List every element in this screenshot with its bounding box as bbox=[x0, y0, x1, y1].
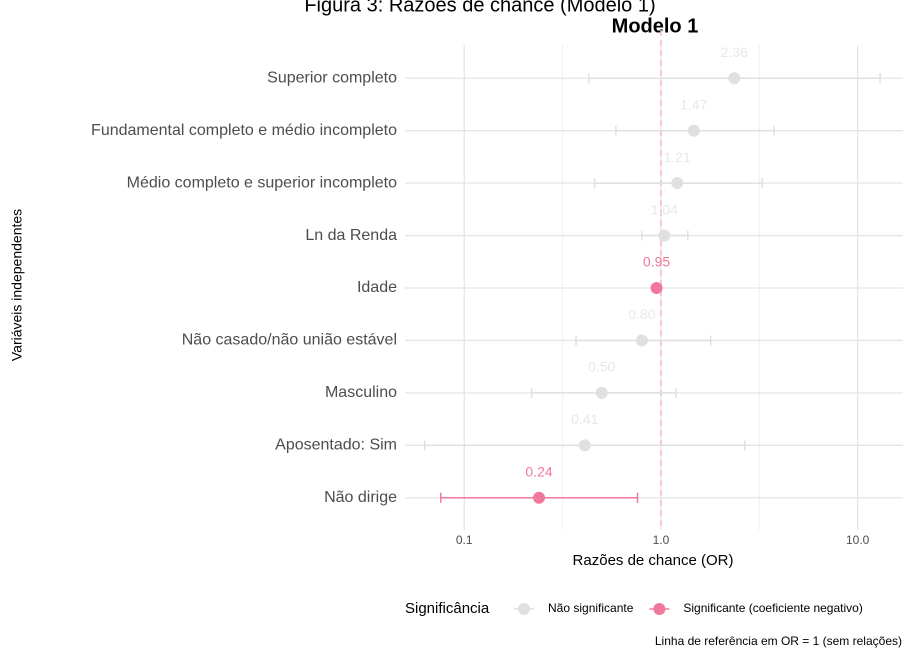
y-axis-label: Variáveis independentes bbox=[9, 209, 25, 361]
y-tick-label: Masculino bbox=[325, 384, 397, 401]
chart-title: Figura 3: Razões de chance (Modelo 1) bbox=[304, 0, 655, 16]
value-label: 0.41 bbox=[571, 411, 598, 427]
caption: Linha de referência em OR = 1 (sem relaç… bbox=[655, 634, 902, 648]
value-label: 1.47 bbox=[680, 96, 707, 112]
point bbox=[658, 229, 671, 242]
value-label: 1.04 bbox=[651, 201, 678, 217]
point bbox=[687, 124, 700, 137]
y-tick-label: Ln da Renda bbox=[305, 227, 397, 244]
value-label: 0.24 bbox=[525, 463, 552, 479]
point bbox=[533, 491, 546, 504]
value-label: 1.21 bbox=[664, 149, 691, 165]
point bbox=[578, 439, 591, 452]
y-tick-label: Não casado/não união estável bbox=[182, 332, 397, 349]
point bbox=[595, 386, 608, 399]
point bbox=[671, 177, 684, 190]
point bbox=[635, 334, 648, 347]
legend-title: Significância bbox=[405, 600, 490, 617]
y-tick-label: Superior completo bbox=[267, 69, 397, 86]
x-axis-label: Razões de chance (OR) bbox=[573, 552, 734, 569]
chart-subtitle: Modelo 1 bbox=[612, 15, 699, 37]
legend-key bbox=[653, 603, 666, 615]
y-tick-label: Idade bbox=[357, 279, 397, 296]
value-label: 0.50 bbox=[588, 359, 615, 375]
value-label: 0.95 bbox=[643, 254, 670, 270]
y-tick-label: Médio completo e superior incompleto bbox=[127, 174, 397, 191]
x-tick-label: 1.0 bbox=[653, 533, 670, 547]
value-label: 2.36 bbox=[721, 44, 748, 60]
x-tick-label: 10.0 bbox=[846, 533, 870, 547]
legend-label: Não significante bbox=[548, 601, 634, 615]
value-label: 0.80 bbox=[628, 306, 655, 322]
y-tick-label: Fundamental completo e médio incompleto bbox=[91, 122, 397, 139]
x-tick-label: 0.1 bbox=[456, 533, 473, 547]
y-tick-label: Não dirige bbox=[324, 489, 397, 506]
point bbox=[650, 282, 663, 294]
legend-label: Significante (coeficiente negativo) bbox=[683, 601, 862, 615]
y-tick-label: Aposentado: Sim bbox=[275, 437, 397, 454]
point bbox=[728, 72, 741, 85]
legend-key bbox=[518, 603, 530, 615]
